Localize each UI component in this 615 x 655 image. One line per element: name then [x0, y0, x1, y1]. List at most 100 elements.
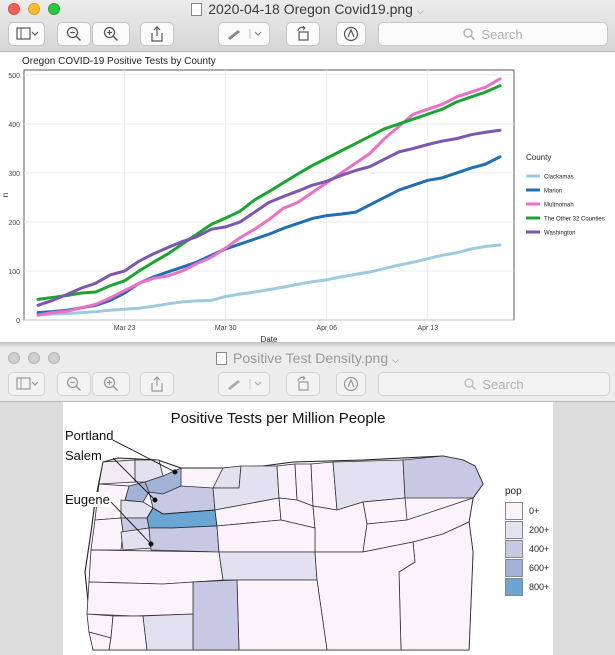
y-tick-label: 0	[16, 318, 20, 325]
legend-label: 0+	[529, 506, 540, 516]
county-lake	[236, 579, 328, 651]
legend-swatch	[505, 559, 523, 577]
preview-window-map: Positive Test Density.png ⌵ Search Positi…	[0, 348, 615, 655]
salem-leader-line	[112, 457, 156, 501]
y-tick-label: 100	[8, 269, 20, 276]
x-tick-label: Apr 13	[418, 325, 439, 332]
zoom-out-icon	[66, 26, 82, 42]
window-titlebar: 2020-04-18 Oregon Covid19.png ⌵ Search	[0, 0, 615, 52]
minimize-window-button[interactable]	[28, 352, 40, 364]
window-title[interactable]: Positive Test Density.png ⌵	[0, 350, 615, 366]
sidebar-toggle-button[interactable]	[8, 22, 45, 46]
markup-button[interactable]	[218, 22, 270, 46]
county-union	[362, 497, 408, 525]
county-crook	[216, 519, 316, 553]
county-sherman	[276, 463, 298, 501]
annotate-button[interactable]	[336, 372, 366, 396]
rotate-icon	[297, 26, 309, 41]
y-tick-label: 500	[8, 73, 20, 80]
eugene-marker	[148, 541, 154, 547]
markup-circle-icon	[343, 376, 359, 392]
search-icon	[464, 378, 477, 390]
preview-window-line-chart: 2020-04-18 Oregon Covid19.png ⌵ Search Or…	[0, 0, 615, 348]
pen-icon	[228, 29, 262, 40]
sidebar-icon	[15, 377, 38, 390]
share-icon	[151, 26, 163, 42]
window-titlebar: Positive Test Density.png ⌵ Search	[0, 348, 615, 402]
image-canvas: Oregon COVID-19 Positive Tests by County…	[0, 52, 615, 348]
series-line-washington	[36, 128, 502, 307]
zoom-out-icon	[66, 376, 82, 392]
county-clatsop	[98, 459, 136, 485]
legend-label: Washington	[544, 231, 575, 237]
portland-marker	[172, 469, 178, 475]
county-deschutes	[218, 551, 318, 581]
legend-swatch	[505, 540, 523, 558]
legend-title: County	[526, 153, 551, 162]
county-klamath	[192, 579, 240, 651]
legend-swatch	[505, 502, 523, 520]
county-harney	[314, 541, 416, 651]
legend-swatch	[505, 578, 523, 596]
chevron-down-icon: ⌵	[416, 6, 424, 16]
search-field[interactable]: Search	[378, 22, 608, 46]
map-figure: Positive Tests per Million People	[63, 402, 553, 655]
zoom-in-button[interactable]	[92, 372, 130, 396]
sidebar-toggle-button[interactable]	[8, 372, 45, 396]
window-shadow	[0, 342, 615, 350]
rotate-button[interactable]	[286, 372, 320, 396]
legend-label: 200+	[529, 525, 550, 535]
close-window-button[interactable]	[8, 352, 20, 364]
rotate-icon	[297, 376, 309, 391]
document-icon	[191, 3, 203, 16]
county-douglas	[86, 581, 194, 617]
county-wallowa	[402, 455, 484, 499]
label-salem: Salem	[65, 448, 102, 463]
markup-button[interactable]	[218, 372, 270, 396]
county-lincoln	[90, 517, 124, 551]
y-axis-label: n	[1, 193, 10, 197]
legend-label: 600+	[529, 563, 550, 573]
line-chart: 0 100 200 300 400 500 Mar 23 Mar 30 Apr 06 Apr 13…	[1, 69, 605, 344]
zoom-window-button[interactable]	[48, 352, 60, 364]
county-jackson	[142, 613, 194, 651]
county-grant	[312, 501, 368, 553]
eugene-leader-line	[110, 501, 152, 545]
close-window-button[interactable]	[8, 3, 20, 15]
legend-label: 800+	[529, 582, 550, 592]
legend-title: pop	[505, 486, 522, 497]
legend-swatch	[505, 521, 523, 539]
rotate-button[interactable]	[286, 22, 320, 46]
search-field[interactable]: Search	[378, 372, 610, 396]
oregon-county-map	[84, 436, 484, 651]
annotate-button[interactable]	[336, 22, 366, 46]
series-line-clackamas	[36, 243, 502, 317]
zoom-window-button[interactable]	[48, 3, 60, 15]
share-button[interactable]	[140, 22, 174, 46]
document-icon	[216, 352, 228, 365]
label-eugene: Eugene	[65, 492, 110, 507]
share-button[interactable]	[140, 372, 174, 396]
y-tick-label: 400	[8, 122, 20, 129]
series-line-marion	[36, 155, 502, 315]
x-tick-label: Apr 06	[316, 325, 337, 332]
map-title: Positive Tests per Million People	[170, 410, 386, 427]
zoom-out-button[interactable]	[57, 372, 91, 396]
share-icon	[151, 376, 163, 392]
legend-label: Marion	[544, 189, 562, 195]
y-tick-label: 300	[8, 171, 20, 178]
y-tick-label: 200	[8, 220, 20, 227]
zoom-in-button[interactable]	[92, 22, 130, 46]
county-josephine	[108, 615, 148, 651]
legend-label: 400+	[529, 544, 550, 554]
legend-label: Clackamas	[544, 175, 574, 181]
minimize-window-button[interactable]	[28, 3, 40, 15]
chart-title: Oregon COVID-19 Positive Tests by County	[22, 56, 216, 67]
zoom-out-button[interactable]	[57, 22, 91, 46]
portland-leader-line	[106, 436, 176, 473]
chevron-down-icon: ⌵	[392, 355, 399, 365]
label-portland: Portland	[65, 428, 114, 443]
series-line-multnomah	[36, 77, 502, 317]
window-title[interactable]: 2020-04-18 Oregon Covid19.png ⌵	[0, 1, 615, 17]
salem-marker	[152, 497, 158, 503]
